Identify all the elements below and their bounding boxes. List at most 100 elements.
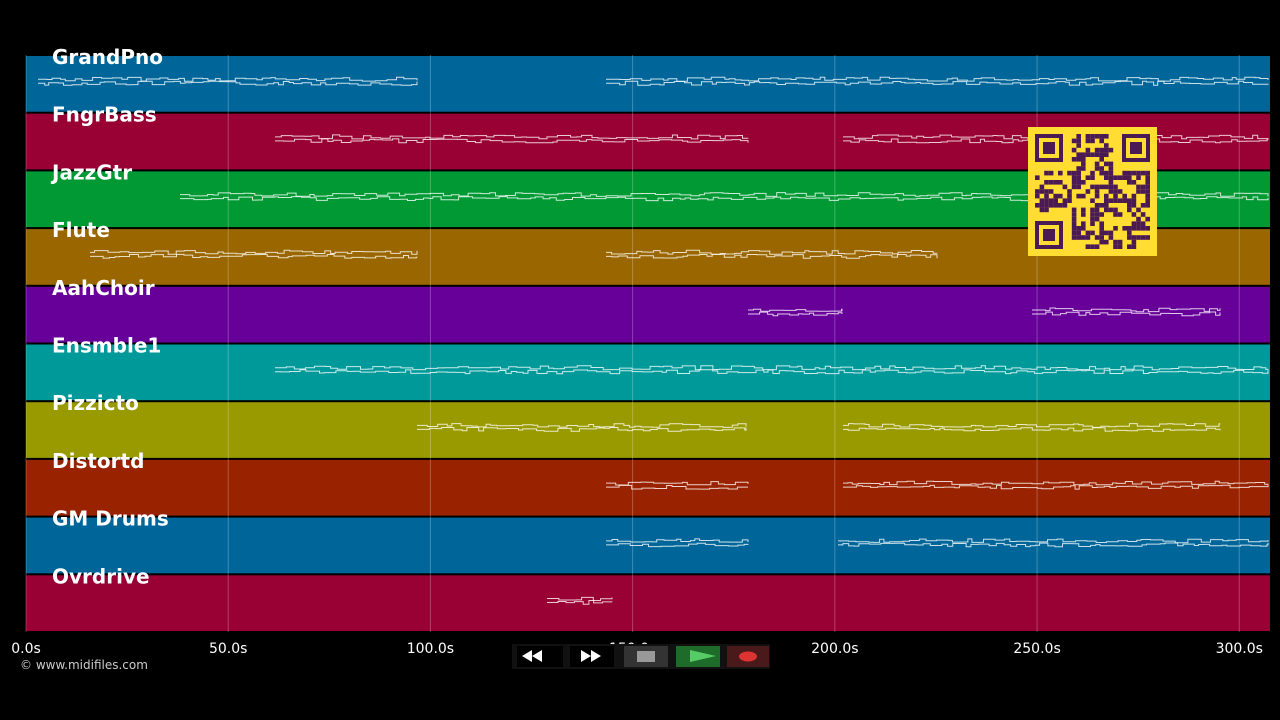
qr-module — [1099, 147, 1104, 153]
qr-module — [1048, 189, 1054, 194]
qr-module — [1131, 235, 1137, 240]
play-button[interactable] — [676, 646, 720, 667]
qr-module — [1090, 170, 1095, 176]
qr-module — [1131, 212, 1137, 217]
qr-module — [1108, 180, 1114, 185]
qr-module — [1044, 207, 1049, 213]
qr-module — [1067, 198, 1072, 203]
qr-module — [1140, 235, 1146, 240]
qr-module — [1090, 184, 1095, 190]
qr-module — [1108, 175, 1114, 180]
qr-module — [1127, 244, 1132, 249]
qr-module — [1039, 189, 1045, 194]
qr-module — [1044, 170, 1049, 176]
qr-module — [1076, 180, 1081, 185]
note-trace — [606, 538, 749, 543]
qr-module — [1081, 157, 1086, 162]
qr-module — [1090, 207, 1095, 213]
note-trace — [606, 484, 748, 490]
qr-module — [1104, 207, 1109, 213]
qr-module — [1085, 134, 1091, 139]
qr-module — [1099, 226, 1104, 231]
qr-module — [1113, 198, 1118, 203]
qr-module — [1131, 170, 1137, 176]
qr-module — [1071, 138, 1077, 144]
qr-module — [1108, 189, 1114, 194]
note-trace — [1032, 307, 1221, 313]
qr-module — [1099, 212, 1104, 217]
qr-module — [1081, 221, 1086, 226]
note-trace — [547, 600, 613, 605]
qr-module — [1039, 203, 1045, 208]
qr-module — [1117, 244, 1123, 249]
qr-module — [1094, 161, 1100, 167]
qr-module — [1122, 175, 1127, 180]
qr-module — [1117, 198, 1123, 203]
qr-module — [1048, 170, 1054, 176]
track-name: GM Drums — [52, 507, 169, 531]
qr-module — [1131, 221, 1137, 226]
qr-module — [1076, 166, 1081, 171]
forward-button[interactable] — [570, 646, 614, 667]
qr-module — [1044, 198, 1049, 203]
qr-module — [1053, 198, 1058, 203]
qr-module — [1039, 207, 1045, 213]
note-trace — [275, 369, 1269, 375]
qr-module — [1081, 166, 1086, 171]
qr-module — [1104, 152, 1109, 157]
qr-module — [1113, 184, 1118, 190]
qr-module — [1140, 226, 1146, 231]
rewind-button[interactable] — [517, 646, 563, 667]
record-button[interactable] — [727, 646, 769, 667]
note-trace — [1032, 311, 1221, 317]
qr-module — [1094, 216, 1100, 222]
qr-module — [1145, 175, 1150, 180]
qr-module — [1039, 198, 1045, 203]
qr-module — [1081, 226, 1086, 231]
qr-module — [1136, 221, 1141, 226]
track-name: Distortd — [52, 449, 144, 473]
qr-module — [1076, 138, 1081, 144]
qr-module — [1108, 207, 1114, 213]
note-trace — [748, 308, 843, 312]
qr-module — [1085, 138, 1091, 144]
qr-module — [1145, 193, 1150, 199]
note-trace — [606, 76, 1269, 82]
qr-module — [1099, 134, 1104, 139]
x-tick-label: 250.0s — [1013, 641, 1060, 657]
qr-module — [1081, 207, 1086, 213]
qr-module — [1094, 189, 1100, 194]
qr-module — [1104, 134, 1109, 139]
qr-module — [1071, 170, 1077, 176]
qr-module — [1076, 193, 1081, 199]
qr-module — [1104, 203, 1109, 208]
track-name: Ensmble1 — [52, 334, 161, 358]
qr-module — [1067, 189, 1072, 194]
note-trace — [838, 538, 1269, 544]
qr-module — [1090, 198, 1095, 203]
qr-module — [1122, 198, 1127, 203]
qr-module — [1094, 244, 1100, 249]
qr-module — [1145, 203, 1150, 208]
track-band — [26, 402, 1270, 458]
qr-module — [1113, 175, 1118, 180]
qr-module — [1058, 193, 1063, 199]
qr-module — [1090, 138, 1095, 144]
qr-module — [1090, 152, 1095, 157]
qr-module — [1076, 152, 1081, 157]
qr-module — [1104, 193, 1109, 199]
qr-module — [1113, 244, 1118, 249]
qr-module — [1136, 175, 1141, 180]
note-trace — [38, 80, 418, 86]
track-name: AahChoir — [52, 276, 155, 300]
note-trace — [606, 249, 938, 255]
qr-module — [1085, 152, 1091, 157]
qr-module — [1094, 203, 1100, 208]
stop-button[interactable] — [624, 646, 668, 667]
qr-module — [1104, 239, 1109, 245]
track-name: Pizzicto — [52, 391, 139, 415]
qr-module — [1058, 203, 1063, 208]
track-name: FngrBass — [52, 103, 157, 127]
track-name: Ovrdrive — [52, 564, 150, 588]
qr-module — [1099, 157, 1104, 162]
